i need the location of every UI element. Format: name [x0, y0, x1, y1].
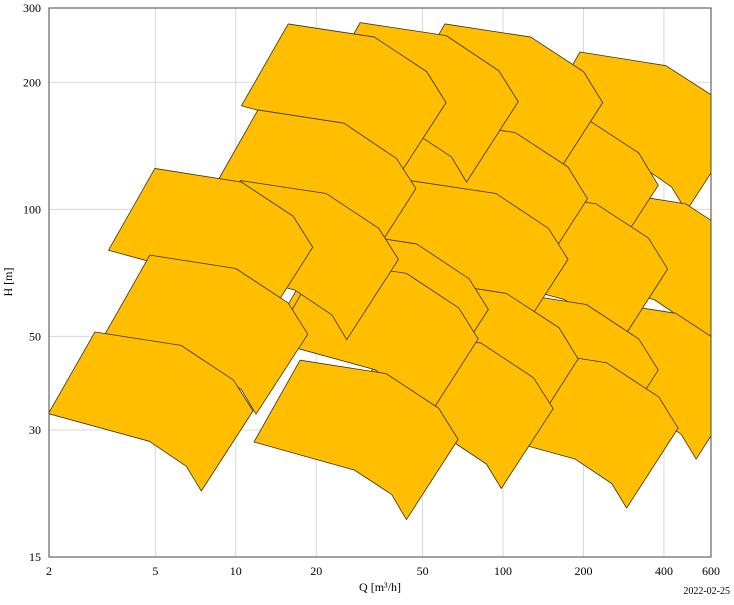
pump-tile: [49, 331, 254, 492]
y-tick-label: 100: [23, 202, 41, 216]
x-tick-label: 400: [655, 564, 673, 578]
y-tick-label: 50: [29, 329, 41, 343]
x-tick-label: 100: [494, 564, 512, 578]
x-tick-label: 200: [574, 564, 592, 578]
y-tick-label: 200: [23, 75, 41, 89]
y-axis-label: H [m]: [1, 268, 15, 297]
tiles: [49, 22, 711, 520]
pump-tile: [253, 359, 459, 520]
date-label: 2022-02-25: [683, 586, 730, 597]
x-tick-label: 10: [230, 564, 242, 578]
x-tick-label: 20: [310, 564, 322, 578]
y-tick-label: 300: [23, 1, 41, 15]
x-tick-label: 2: [46, 564, 52, 578]
y-tick-label: 15: [29, 550, 41, 564]
plot-frame: [48, 7, 712, 558]
y-tick-label: 30: [29, 423, 41, 437]
x-tick-label: 5: [152, 564, 158, 578]
x-tick-label: 50: [417, 564, 429, 578]
x-axis-label: Q [m³/h]: [359, 580, 401, 594]
x-tick-label: 600: [702, 564, 720, 578]
